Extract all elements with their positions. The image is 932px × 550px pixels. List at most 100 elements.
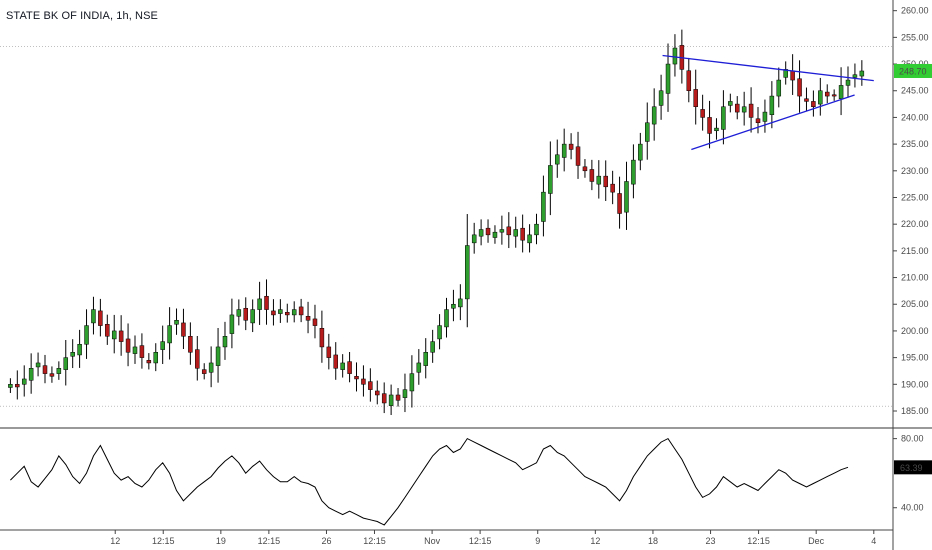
candle-body [70, 352, 75, 357]
candle-body [347, 361, 352, 374]
candle-body [250, 309, 255, 324]
candle-body [111, 330, 117, 340]
candle-body [312, 318, 318, 326]
candle-body [305, 315, 311, 321]
candle-body [790, 70, 795, 81]
candle-body [541, 191, 546, 222]
last-price-badge [894, 63, 932, 78]
candle-body [8, 384, 13, 388]
y-tick-label: 260.00 [901, 6, 929, 16]
candle-body [624, 181, 629, 213]
candle-body [291, 309, 297, 316]
candle-body [527, 234, 532, 244]
y-tick-label: 215.00 [901, 246, 929, 256]
candle-body [437, 325, 442, 340]
candle-body [686, 70, 692, 91]
candle-body [388, 394, 394, 406]
x-tick-label: 12:15 [469, 536, 492, 546]
y-tick-label: 235.00 [901, 139, 929, 149]
candle-body [174, 320, 179, 325]
candle-body [243, 307, 248, 321]
candle-body [381, 393, 387, 404]
x-tick-label: 9 [535, 536, 540, 546]
candle-body [596, 175, 602, 185]
candle-body [845, 79, 851, 86]
candle-body [35, 362, 41, 368]
candle-body [755, 118, 761, 124]
candle-body [28, 368, 34, 381]
y-tick-label: 195.00 [901, 353, 929, 363]
candle-body [181, 322, 186, 337]
candle-body [485, 227, 491, 236]
x-tick-label: 12:15 [747, 536, 770, 546]
candle-body [98, 310, 103, 326]
candle-body [188, 336, 193, 353]
candle-body [402, 389, 408, 398]
x-tick-label: 12 [110, 536, 120, 546]
candle-body [568, 143, 574, 150]
y-tick-label: 255.00 [901, 32, 929, 42]
candle-body [375, 390, 380, 396]
candle-body [257, 298, 262, 310]
candle-body [63, 357, 69, 370]
candle-body [762, 111, 768, 122]
candle-body [423, 352, 428, 366]
candle-body [77, 344, 82, 356]
candle-body [852, 74, 858, 78]
candle-body [665, 63, 671, 94]
candle-body [451, 303, 456, 309]
candle-body [776, 79, 782, 97]
candle-body [125, 338, 131, 353]
candle-body [603, 175, 608, 188]
candle-body [368, 381, 373, 390]
candle-body [631, 159, 636, 185]
y-tick-label: 230.00 [901, 166, 929, 176]
candle-body [167, 325, 172, 344]
candle-body [326, 346, 332, 358]
candle-body [139, 345, 145, 358]
candle-body [105, 324, 110, 337]
candle-body [21, 378, 27, 385]
candle-body [838, 85, 844, 99]
candle-body [56, 368, 62, 374]
x-tick-label: Nov [424, 536, 441, 546]
trendline-upper[interactable] [662, 54, 874, 82]
candle-body [84, 325, 89, 345]
candle-body [672, 47, 678, 65]
candle-body [700, 109, 705, 118]
candle-body [548, 165, 553, 194]
candle-body [741, 106, 747, 113]
candle-body [859, 70, 865, 77]
y-tick-label: 185.00 [901, 406, 929, 416]
x-tick-label: 4 [871, 536, 876, 546]
candle-body [589, 169, 595, 182]
candle-body [91, 309, 96, 324]
x-tick-label: 18 [648, 536, 658, 546]
candle-body [783, 69, 788, 78]
candle-body [458, 298, 463, 308]
y-tick-label: 240.00 [901, 112, 929, 122]
candle-body [811, 101, 816, 107]
main-grid [0, 46, 893, 407]
candle-body [264, 295, 269, 310]
trendline-lower[interactable] [691, 94, 855, 151]
candle-body [575, 146, 581, 166]
candle-body [229, 314, 235, 334]
candle-body [160, 341, 165, 350]
candle-body [804, 98, 809, 102]
x-tick-label: 12:15 [152, 536, 175, 546]
candle-body [831, 94, 837, 97]
candle-body [651, 106, 657, 125]
candle-body [617, 193, 622, 214]
candle-body [714, 127, 719, 132]
x-tick-label: 12:15 [363, 536, 386, 546]
rsi-value-badge [894, 460, 932, 475]
candle-body [395, 394, 401, 401]
candle-body [555, 154, 560, 165]
candle-body [506, 226, 512, 236]
candle-body [298, 306, 304, 316]
candle-body [728, 101, 733, 106]
candle-body [478, 229, 484, 237]
